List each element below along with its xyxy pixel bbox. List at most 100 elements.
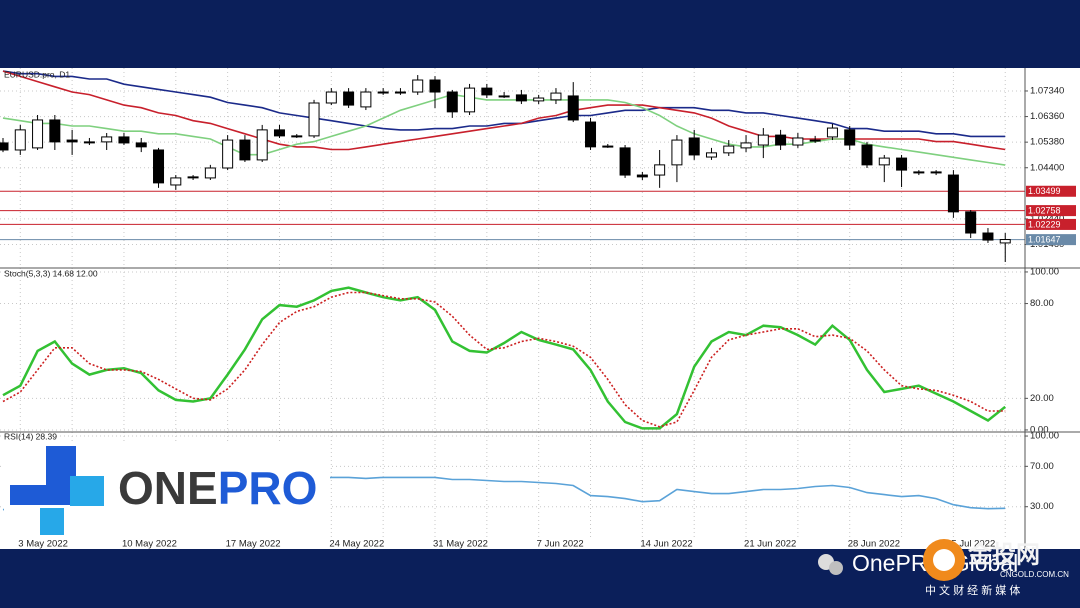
candle-body xyxy=(377,91,389,94)
x-tick-label: 7 Jun 2022 xyxy=(537,539,584,550)
y-tick-label: 1.07340 xyxy=(1030,85,1064,96)
indicator-line xyxy=(2,286,1006,430)
candle-body xyxy=(619,147,631,176)
candle-body xyxy=(826,127,838,138)
logo-text: ONEPRO xyxy=(118,462,317,514)
indicator-line xyxy=(2,70,1006,138)
candle-body xyxy=(809,139,821,142)
candle-body xyxy=(343,91,355,106)
y-tick-label: 0.00 xyxy=(1030,424,1049,435)
candle-body xyxy=(930,171,942,174)
y-tick-label: 1.04400 xyxy=(1030,162,1064,173)
candle-body xyxy=(135,142,147,148)
logo-pro: PRO xyxy=(218,462,318,514)
candle-body xyxy=(515,94,527,102)
candle-body xyxy=(654,164,666,176)
y-tick-label: 1.06360 xyxy=(1030,111,1064,122)
candle-body xyxy=(0,142,9,151)
chart-title: EURUSD.pro, D1 xyxy=(4,69,70,79)
site-logo xyxy=(933,549,955,571)
logo-shape xyxy=(40,508,64,535)
plots: 1.073401.063601.053801.044001.024401.014… xyxy=(0,68,1076,550)
indicator-line xyxy=(2,291,1006,428)
logo-shape xyxy=(10,446,76,505)
x-tick-label: 17 May 2022 xyxy=(226,539,281,550)
level-label-box xyxy=(1026,218,1076,230)
candle-body xyxy=(498,95,510,98)
y-tick-label: 20.00 xyxy=(1030,393,1054,404)
x-tick-label: 21 Jun 2022 xyxy=(744,539,796,550)
watermark: OnePRO Global 金投网 CNGOLD.COM.CN 中 文 财 经 … xyxy=(818,539,1069,597)
candle-body xyxy=(636,174,648,178)
candle-body xyxy=(861,144,873,166)
site-tagline: 中 文 财 经 新 媒 体 xyxy=(925,583,1020,597)
candle-body xyxy=(533,97,545,102)
candle-body xyxy=(66,139,78,143)
candle-body xyxy=(170,177,182,186)
y-tick-label: 30.00 xyxy=(1030,501,1054,512)
candle-body xyxy=(153,149,165,184)
site-domain: CNGOLD.COM.CN xyxy=(1000,570,1069,579)
x-tick-label: 5 Jul 2022 xyxy=(951,539,995,550)
candle-body xyxy=(965,211,977,234)
level-label: 1.03499 xyxy=(1028,186,1061,196)
site-name: 金投网 xyxy=(967,540,1040,568)
candle-body xyxy=(187,176,199,179)
indicator-line xyxy=(2,93,1006,166)
candle-body xyxy=(481,87,493,96)
candle-body xyxy=(844,129,856,146)
y-tick-label: 80.00 xyxy=(1030,298,1054,309)
logo: ONEPRO xyxy=(4,444,330,538)
candle-body xyxy=(101,136,113,143)
x-tick-label: 3 May 2022 xyxy=(18,539,68,550)
level-label-box xyxy=(1026,234,1076,246)
y-tick-label: 1.05380 xyxy=(1030,137,1064,148)
candle-body xyxy=(671,139,683,166)
y-tick-label: 70.00 xyxy=(1030,461,1054,472)
candle-body xyxy=(913,171,925,174)
candle-body xyxy=(550,92,562,101)
rsi-title: RSI(14) 28.39 xyxy=(4,431,57,441)
level-label: 1.01647 xyxy=(1028,234,1061,244)
x-tick-label: 28 Jun 2022 xyxy=(848,539,900,550)
candle-body xyxy=(446,91,458,113)
level-label: 1.02229 xyxy=(1028,219,1061,229)
candle-body xyxy=(239,139,251,161)
x-tick-label: 10 May 2022 xyxy=(122,539,177,550)
level-label-box xyxy=(1026,205,1076,217)
candle-body xyxy=(585,121,597,148)
candle-body xyxy=(291,135,303,138)
candle-body xyxy=(947,174,959,213)
candle-body xyxy=(32,119,44,149)
x-tick-label: 31 May 2022 xyxy=(433,539,488,550)
stoch-title: Stoch(5,3,3) 14.68 12.00 xyxy=(4,268,98,278)
candle-body xyxy=(705,152,717,158)
y-tick-label: 100.00 xyxy=(1030,431,1059,442)
candle-body xyxy=(118,136,130,144)
level-label: 1.02758 xyxy=(1028,205,1061,215)
candle-body xyxy=(878,157,890,166)
logo-shape xyxy=(70,476,104,506)
candle-body xyxy=(83,141,95,144)
wechat-icon xyxy=(829,561,843,575)
candle-body xyxy=(602,145,614,148)
candle-body xyxy=(49,119,61,143)
candle-body xyxy=(740,142,752,149)
candle-body xyxy=(256,129,268,161)
candle-body xyxy=(204,167,216,179)
x-tick-label: 24 May 2022 xyxy=(329,539,384,550)
candle-body xyxy=(567,95,579,121)
candle-body xyxy=(14,129,26,151)
candle-body xyxy=(896,157,908,171)
candle-body xyxy=(273,129,285,137)
candle-body xyxy=(999,239,1011,244)
candle-body xyxy=(394,91,406,94)
candle-body xyxy=(775,134,787,146)
candle-body xyxy=(412,79,424,93)
candle-body xyxy=(464,87,476,113)
candle-body xyxy=(360,91,372,108)
x-tick-label: 14 Jun 2022 xyxy=(640,539,692,550)
candle-body xyxy=(723,145,735,154)
candle-body xyxy=(222,139,234,169)
candle-body xyxy=(792,137,804,146)
